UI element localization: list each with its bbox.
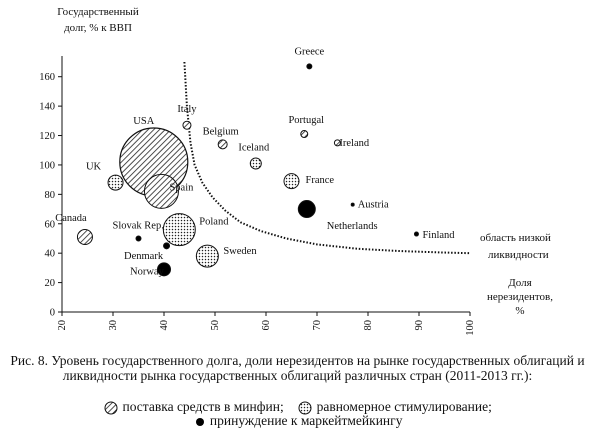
legend-solid-swatch bbox=[195, 417, 204, 426]
point-labels: Greece Italy Portugal Belgium Ireland Iceland… bbox=[55, 46, 455, 277]
x-tick-label: 40 bbox=[159, 320, 170, 331]
x-tick-label: 30 bbox=[108, 320, 119, 331]
curve-label-line-1: область низкой bbox=[480, 232, 551, 244]
point-canada bbox=[76, 229, 93, 245]
legend-label-solid: принуждение к маркейтмейкингу bbox=[209, 413, 403, 428]
point-uk bbox=[107, 174, 124, 191]
scatter-chart: Государственный долг, % к ВВП Доля нерезид… bbox=[39, 6, 553, 336]
legend-item-solid: принуждение к маркейтмейкингу bbox=[193, 413, 403, 428]
point-iceland bbox=[249, 157, 262, 170]
label-greece: Greece bbox=[294, 46, 324, 57]
label-iceland: Iceland bbox=[238, 142, 270, 153]
legend-item-stripes: поставка средств в минфин; bbox=[103, 399, 287, 415]
x-tick-label: 60 bbox=[261, 320, 272, 331]
label-denmark: Denmark bbox=[124, 251, 164, 262]
point-austria bbox=[350, 202, 355, 207]
y-tick-label: 60 bbox=[45, 219, 56, 230]
label-slovak-rep: Slovak Rep. bbox=[113, 220, 164, 231]
y-axis-label: Государственный долг, % к ВВП bbox=[57, 6, 139, 34]
y-ticks: 0 20 40 60 80 100 120 140 160 bbox=[39, 72, 62, 319]
y-tick-label: 120 bbox=[39, 131, 55, 142]
label-uk: UK bbox=[86, 162, 102, 173]
point-belgium bbox=[217, 139, 228, 150]
label-poland: Poland bbox=[199, 217, 229, 228]
label-sweden: Sweden bbox=[223, 246, 257, 257]
legend-item-dots: равномерное стимулирование; bbox=[297, 399, 492, 415]
y-tick-label: 80 bbox=[45, 190, 56, 201]
y-tick-label: 20 bbox=[45, 278, 56, 289]
x-axis-label-line-2: нерезидентов, bbox=[487, 291, 553, 303]
x-axis-label: Доля нерезидентов,% bbox=[487, 277, 553, 317]
data-points bbox=[76, 63, 419, 277]
x-tick-label: 100 bbox=[465, 320, 476, 336]
label-netherlands: Netherlands bbox=[327, 221, 378, 232]
legend-label-dots: равномерное стимулирование; bbox=[316, 399, 492, 414]
label-finland: Finland bbox=[422, 230, 455, 241]
y-tick-label: 140 bbox=[39, 102, 55, 113]
point-italy bbox=[182, 120, 192, 130]
y-axis-label-line-1: Государственный bbox=[57, 6, 139, 18]
x-tick-label: 70 bbox=[312, 320, 323, 331]
point-portugal bbox=[300, 130, 309, 139]
label-usa: USA bbox=[133, 116, 154, 127]
legend-dots-swatch bbox=[298, 401, 312, 415]
legend-row-1: поставка средств в минфин; равномерное с… bbox=[0, 399, 595, 416]
point-slovak-rep bbox=[135, 235, 142, 242]
label-canada: Canada bbox=[55, 213, 87, 224]
label-norway: Norway bbox=[130, 266, 165, 277]
x-axis-label-line-1: Доля bbox=[508, 277, 531, 289]
x-tick-label: 20 bbox=[57, 320, 68, 331]
y-tick-label: 100 bbox=[39, 160, 55, 171]
y-tick-label: 0 bbox=[50, 308, 55, 319]
point-denmark bbox=[163, 242, 171, 250]
low-liquidity-curve-line bbox=[183, 61, 471, 255]
label-belgium: Belgium bbox=[203, 126, 239, 137]
y-tick-label: 160 bbox=[39, 72, 55, 83]
label-france: France bbox=[306, 175, 335, 186]
point-poland bbox=[162, 213, 196, 247]
x-tick-label: 50 bbox=[210, 320, 221, 331]
caption-text: Рис. 8. Уровень государственного долга, … bbox=[10, 353, 585, 383]
figure-caption: Рис. 8. Уровень государственного долга, … bbox=[0, 353, 595, 383]
label-portugal: Portugal bbox=[288, 115, 324, 126]
low-liquidity-curve: область низкой ликвидности bbox=[183, 61, 551, 261]
x-axis-label-line-3: % bbox=[515, 305, 524, 317]
x-tick-label: 90 bbox=[414, 320, 425, 331]
point-ireland bbox=[333, 139, 341, 147]
label-ireland: Ireland bbox=[339, 138, 369, 149]
label-italy: Italy bbox=[177, 104, 197, 115]
legend-stripes-swatch bbox=[104, 401, 118, 415]
point-spain bbox=[143, 173, 179, 209]
x-ticks: 20 30 40 50 60 70 80 90 100 bbox=[57, 312, 476, 336]
point-norway bbox=[157, 262, 171, 277]
curve-label-line-2: ликвидности bbox=[488, 249, 549, 261]
point-sweden bbox=[195, 244, 219, 268]
label-spain: Spain bbox=[169, 182, 194, 193]
point-finland bbox=[413, 231, 419, 237]
y-axis-label-line-2: долг, % к ВВП bbox=[64, 22, 132, 34]
point-netherlands bbox=[297, 200, 316, 219]
legend-label-stripes: поставка средств в минфин; bbox=[122, 399, 284, 414]
x-tick-label: 80 bbox=[363, 320, 374, 331]
y-tick-label: 40 bbox=[45, 249, 56, 260]
label-austria: Austria bbox=[358, 200, 389, 211]
legend-row-2: принуждение к маркейтмейкингу bbox=[0, 413, 595, 429]
point-france bbox=[283, 173, 300, 190]
point-greece bbox=[306, 63, 313, 70]
